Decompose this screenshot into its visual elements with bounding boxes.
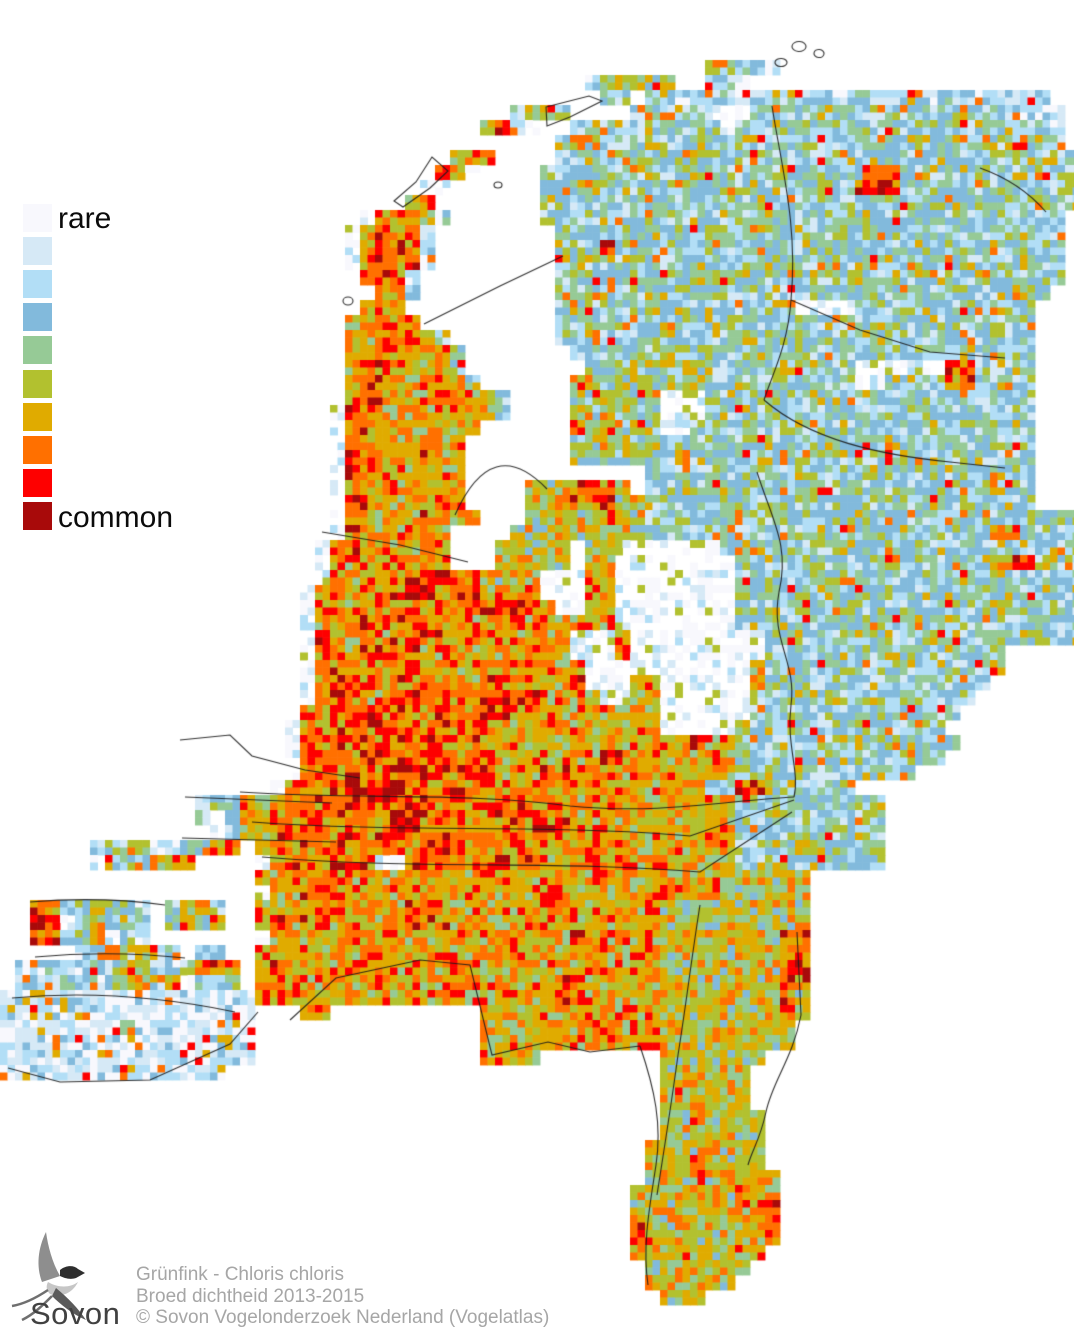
legend-swatch-6 [23,402,52,431]
legend-swatch-1 [23,237,52,266]
legend-swatch-0 [23,204,52,232]
legend-swatch-2 [23,270,52,299]
sovon-swallow-icon [11,1232,86,1321]
legend-label-common: common [58,501,174,534]
sovon-brand-text: Sovon [30,1296,121,1331]
map-caption: Grünfink - Chloris chloris Broed dichthe… [136,1264,549,1329]
legend-swatch-7 [23,435,52,464]
caption-subtitle: Broed dichtheid 2013-2015 [136,1285,365,1307]
caption-species: Grünfink - Chloris chloris [136,1264,344,1285]
legend-label-rare: rare [58,202,112,235]
legend-swatch-5 [23,369,52,398]
legend-swatch-3 [23,303,52,332]
legend-swatch-8 [23,468,52,497]
legend-swatch-9 [23,501,52,530]
caption-copyright: © Sovon Vogelonderzoek Nederland (Vogela… [136,1307,550,1328]
legend-swatch-4 [23,336,52,365]
